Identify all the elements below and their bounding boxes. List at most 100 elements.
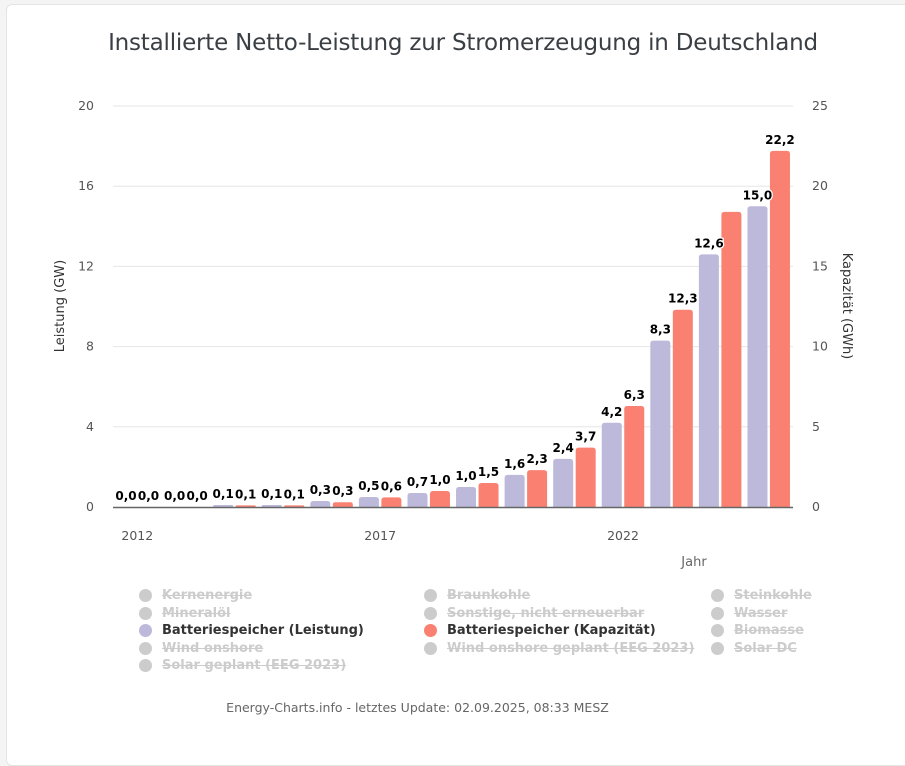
legend-marker-icon — [424, 607, 437, 620]
bar-kapazitaet — [381, 497, 402, 507]
data-label: 12,3 — [668, 292, 698, 306]
y2-tick-label: 20 — [812, 178, 828, 193]
y-tick-label: 12 — [78, 258, 94, 273]
data-labels: 0,0 0,0 0,1 0,1 0,3 0,5 0,7 1,01,62,44,28,312,6… — [114, 132, 796, 505]
bar-leistung — [553, 458, 574, 507]
legend-item[interactable]: Wind onshore geplant (EEG 2023) — [424, 641, 694, 656]
legend-marker-icon — [711, 642, 724, 655]
data-label: 12,6 — [694, 236, 724, 250]
bar-kapazitaet — [478, 482, 499, 507]
y2-tick-label: 5 — [812, 419, 820, 434]
bar-leistung — [213, 504, 234, 507]
legend-item[interactable]: Solar DC — [711, 641, 797, 656]
bar-leistung — [698, 254, 719, 507]
data-label: 0,3 — [310, 483, 331, 497]
bar-kapazitaet — [672, 309, 693, 507]
data-label: 1,0 — [429, 473, 450, 487]
chart-title: Installierte Netto-Leistung zur Stromerz… — [108, 30, 818, 56]
data-label: 22,2 — [765, 133, 795, 147]
footer-credit: Energy-Charts.info - letztes Update: 02.… — [226, 700, 609, 715]
data-label: 3,7 — [575, 430, 596, 444]
legend-item[interactable]: Kernenergie — [139, 588, 252, 603]
data-label: 0,0 — [186, 489, 207, 503]
legend-item[interactable]: Mineralöl — [139, 606, 231, 621]
data-label: 0,7 — [407, 475, 428, 489]
legend-item[interactable]: Wind onshore — [139, 641, 263, 656]
legend-item[interactable]: Braunkohle — [424, 588, 530, 603]
legend-item[interactable]: Wasser — [711, 606, 787, 621]
data-label: 0,3 — [332, 484, 353, 498]
y-tick-label: 8 — [86, 339, 94, 354]
bar-kapazitaet — [769, 150, 790, 508]
bar-leistung — [407, 492, 428, 507]
legend-label: Wasser — [734, 606, 788, 621]
legend-label: Wind onshore — [162, 641, 264, 656]
data-label: 0,1 — [235, 487, 256, 501]
legend-item[interactable]: Biomasse — [711, 623, 804, 638]
data-label: 6,3 — [624, 388, 645, 402]
bar-kapazitaet — [332, 502, 353, 507]
legend-marker-icon — [711, 589, 724, 602]
data-label: 0,6 — [381, 479, 402, 493]
legend-marker-icon — [711, 607, 724, 620]
y2-tick-label: 15 — [812, 258, 828, 273]
bar-leistung — [650, 340, 671, 507]
data-label: 1,0 — [455, 469, 476, 483]
legend-marker-icon — [139, 659, 152, 672]
bar-kapazitaet — [284, 505, 305, 507]
bar-leistung — [310, 500, 331, 507]
legend-marker-icon — [139, 607, 152, 620]
bar-kapazitaet — [429, 490, 450, 507]
legend-marker-icon — [139, 642, 152, 655]
data-label: 0,1 — [284, 487, 305, 501]
legend-label: Solar DC — [734, 641, 797, 656]
legend-item[interactable]: Steinkohle — [711, 588, 812, 603]
data-label: 2,3 — [526, 452, 547, 466]
bar-kapazitaet — [721, 211, 742, 507]
bar-kapazitaet — [527, 470, 548, 507]
legend-marker-icon — [139, 589, 152, 602]
legend-label: Kernenergie — [162, 588, 253, 603]
data-label: 2,4 — [553, 441, 574, 455]
x-tick-label: 2022 — [607, 528, 639, 543]
y2-tick-label: 25 — [812, 98, 828, 113]
legend-label: Mineralöl — [162, 606, 231, 621]
axes: 0 4 8 12 16 20 0 5 10 15 20 25 2012 2017 2022 — [78, 98, 828, 543]
bar-leistung — [358, 496, 379, 507]
legend-item[interactable]: Sonstige, nicht erneuerbar — [424, 606, 644, 621]
bar-leistung — [456, 486, 477, 507]
legend-item[interactable]: Batteriespeicher (Leistung) — [139, 623, 364, 638]
legend-item[interactable]: Solar geplant (EEG 2023) — [139, 658, 346, 673]
data-label: 0,0 — [164, 489, 185, 503]
legend-label: Steinkohle — [734, 588, 812, 603]
chart-svg: 0,0 0,0 0,1 0,1 0,3 0,5 0,7 1,01,62,44,28,312,6… — [53, 98, 854, 570]
data-label: 0,1 — [261, 487, 282, 501]
data-label: 0,1 — [213, 487, 234, 501]
legend-label: Sonstige, nicht erneuerbar — [447, 606, 645, 621]
legend-label: Biomasse — [734, 623, 804, 638]
y2-tick-label: 10 — [812, 339, 828, 354]
data-label: 4,2 — [601, 405, 622, 419]
data-label: 1,6 — [504, 457, 525, 471]
legend-label: Wind onshore geplant (EEG 2023) — [447, 641, 695, 656]
legend-marker-icon — [424, 624, 437, 637]
data-label: 0,5 — [358, 479, 379, 493]
bar-kapazitaet — [575, 447, 596, 507]
x-tick-label: 2012 — [121, 528, 153, 543]
legend-label: Batteriespeicher (Leistung) — [162, 623, 364, 638]
legend-label: Braunkohle — [447, 588, 531, 603]
legend-marker-icon — [424, 589, 437, 602]
x-axis-title: Jahr — [680, 555, 707, 570]
y-tick-label: 0 — [86, 499, 94, 514]
data-label: 1,5 — [478, 465, 499, 479]
legend-item[interactable]: Batteriespeicher (Kapazität) — [424, 623, 656, 638]
x-tick-label: 2017 — [364, 528, 396, 543]
data-label: 15,0 — [743, 188, 773, 202]
y-tick-label: 16 — [78, 178, 94, 193]
legend-marker-icon — [711, 624, 724, 637]
legend-marker-icon — [424, 642, 437, 655]
legend-label: Solar geplant (EEG 2023) — [162, 658, 347, 673]
bars — [213, 150, 790, 508]
y-tick-label: 4 — [86, 419, 94, 434]
legend-marker-icon — [139, 624, 152, 637]
